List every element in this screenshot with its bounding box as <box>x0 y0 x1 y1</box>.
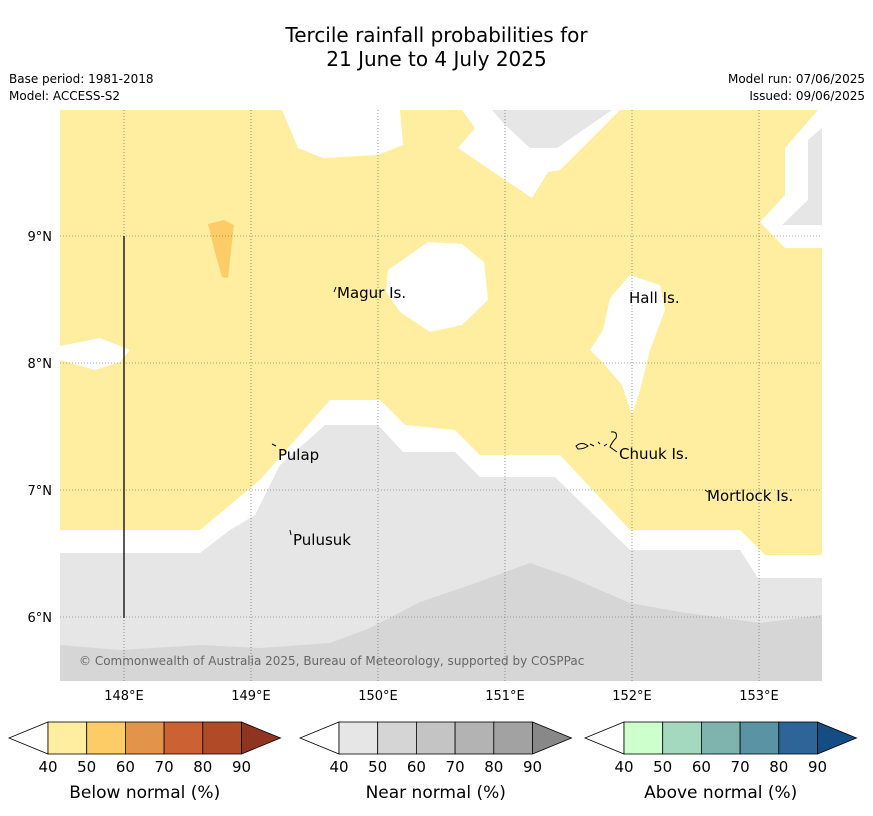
colorbar-min-extension <box>7 721 49 755</box>
place-label-mortlock: Mortlock Is. <box>707 487 793 505</box>
colorbar-tick-label: 80 <box>769 758 788 776</box>
issued-date: Issued: 09/06/2025 <box>749 89 865 103</box>
base-period: Base period: 1981-2018 <box>9 72 154 86</box>
place-label-pulusuk: Pulusuk <box>293 531 351 549</box>
colorbar-tick-label: 80 <box>193 758 212 776</box>
colorbar-tick-label: 90 <box>808 758 827 776</box>
colorbar-tick-label: 60 <box>692 758 711 776</box>
colorbar-2: 40 50 60 70 80 90 Near normal (%) <box>298 721 573 803</box>
colorbar-tick-label: 70 <box>155 758 174 776</box>
colorbar-tick-label: 40 <box>614 758 633 776</box>
colorbar-min-extension <box>583 721 625 755</box>
colorbar-label: Above normal (%) <box>644 783 797 803</box>
colorbar-segment <box>662 721 702 755</box>
colorbar-tick-label: 60 <box>407 758 426 776</box>
colorbar-label: Near normal (%) <box>366 783 506 803</box>
place-label-hall: Hall Is. <box>629 289 680 307</box>
white-patch-central <box>386 242 488 332</box>
y-tick-label: 6°N <box>28 611 53 626</box>
colorbar-max-extension <box>817 721 858 755</box>
colorbar-tick-label: 90 <box>523 758 542 776</box>
x-tick-label: 153°E <box>739 689 779 704</box>
below-normal-50-patch <box>208 220 234 278</box>
colorbar-segment <box>415 721 456 755</box>
white-patch-hall <box>590 275 665 415</box>
y-tick-label: 8°N <box>28 357 53 372</box>
colorbar-segment <box>493 721 533 755</box>
colorbar-segment <box>454 721 495 755</box>
colorbar-tick-label: 70 <box>446 758 465 776</box>
colorbar-tick-label: 70 <box>731 758 750 776</box>
copyright-text: © Commonwealth of Australia 2025, Bureau… <box>79 654 584 668</box>
colorbar-tick-label: 60 <box>116 758 135 776</box>
colorbar-tick-label: 90 <box>232 758 251 776</box>
white-patch-top <box>282 110 403 158</box>
colorbar-segment <box>623 721 664 755</box>
near-normal-patch-north <box>492 110 612 148</box>
place-label-magur: Magur Is. <box>337 284 406 302</box>
colorbar-tick-label: 40 <box>38 758 57 776</box>
y-tick-label: 9°N <box>28 230 53 245</box>
colorbar-tick-label: 50 <box>77 758 96 776</box>
colorbar-1: 40 50 60 70 80 90 Below normal (%) <box>7 721 282 803</box>
x-tick-label: 150°E <box>358 689 398 704</box>
title-line-2: 21 June to 4 July 2025 <box>326 47 547 71</box>
colorbar-segment <box>86 721 126 755</box>
colorbar-segment <box>701 721 741 755</box>
colorbar-label: Below normal (%) <box>69 783 220 803</box>
colorbar-3: 40 50 60 70 80 90 Above normal (%) <box>583 721 858 803</box>
colorbar-segment <box>202 721 242 755</box>
probability-field <box>60 110 822 681</box>
place-label-pulap: Pulap <box>278 446 319 464</box>
colorbar-segment <box>778 721 818 755</box>
colorbar-tick-label: 50 <box>653 758 672 776</box>
colorbar-legends: 40 50 60 70 80 90 Below normal (%) 40 50 60 70 80 90… <box>7 721 858 803</box>
colorbar-tick-label: 80 <box>484 758 503 776</box>
near-normal-region-50 <box>60 563 822 681</box>
colorbar-tick-label: 40 <box>329 758 348 776</box>
y-tick-label: 7°N <box>28 484 53 499</box>
title-line-1: Tercile rainfall probabilities for <box>285 23 588 47</box>
colorbar-segment <box>739 721 780 755</box>
place-label-chuuk: Chuuk Is. <box>619 445 688 463</box>
near-normal-patch-northeast <box>782 128 822 225</box>
colorbar-min-extension <box>298 721 340 755</box>
island-shapes <box>271 286 709 536</box>
colorbar-segment <box>125 721 165 755</box>
colorbar-segment <box>163 721 204 755</box>
x-tick-label: 152°E <box>612 689 652 704</box>
model-label: Model: ACCESS-S2 <box>9 89 121 103</box>
colorbar-segment <box>47 721 88 755</box>
colorbar-max-extension <box>532 721 573 755</box>
colorbar-segment <box>377 721 417 755</box>
colorbar-max-extension <box>241 721 282 755</box>
x-tick-label: 148°E <box>104 689 144 704</box>
colorbar-segment <box>338 721 379 755</box>
x-tick-label: 149°E <box>231 689 271 704</box>
x-tick-label: 151°E <box>485 689 525 704</box>
model-run: Model run: 07/06/2025 <box>727 72 865 86</box>
white-patch-west <box>60 338 130 370</box>
colorbar-tick-label: 50 <box>368 758 387 776</box>
